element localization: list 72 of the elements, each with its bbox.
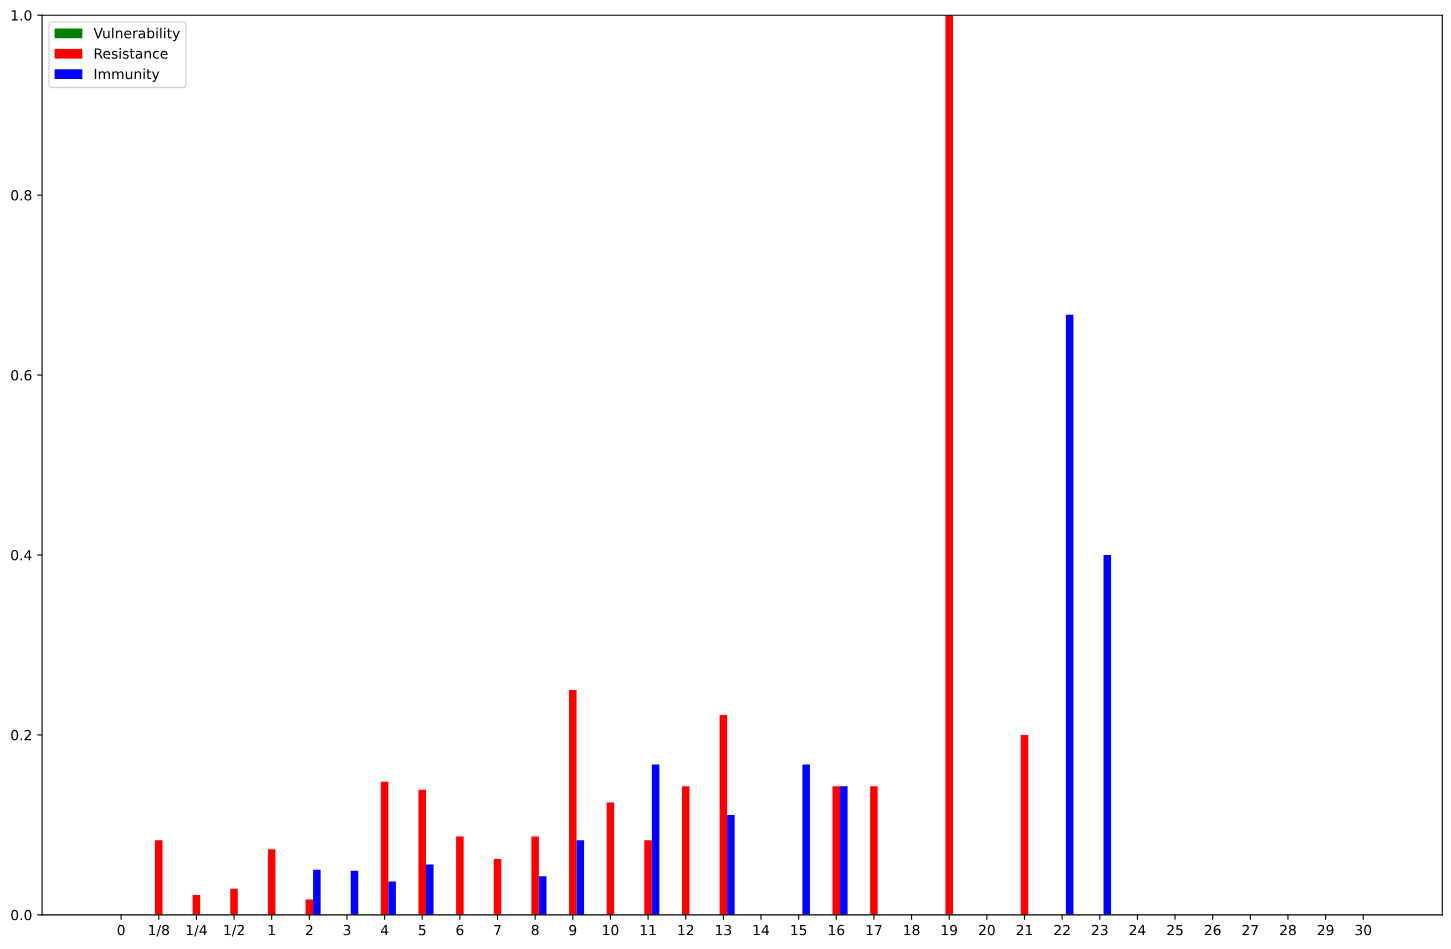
bar <box>1020 734 1029 915</box>
bar <box>1065 314 1074 915</box>
x-tick-label: 1/8 <box>149 924 169 937</box>
bar <box>380 781 389 915</box>
y-tick-label: 0.4 <box>11 549 32 561</box>
y-tick-label: 0.6 <box>11 370 32 381</box>
bar <box>840 786 848 915</box>
x-tick-label: 9 <box>569 924 577 936</box>
bar <box>456 836 464 915</box>
x-tick-label: 4 <box>380 924 389 936</box>
bar <box>870 786 878 915</box>
bar <box>719 715 728 915</box>
y-tick-label: 0.2 <box>11 729 31 741</box>
bar <box>651 764 660 915</box>
bar <box>1103 554 1112 915</box>
x-tick-label: 25 <box>1167 924 1183 936</box>
x-tick-label: 15 <box>791 924 807 936</box>
x-tick-label: 11 <box>640 924 656 936</box>
x-tick-label: 28 <box>1280 924 1296 936</box>
bar <box>230 888 238 915</box>
bar <box>802 764 810 915</box>
bar <box>606 802 615 915</box>
bar <box>313 869 321 915</box>
bar <box>681 786 690 915</box>
bar <box>576 840 585 915</box>
x-tick-label: 6 <box>456 924 464 936</box>
bar <box>531 836 539 915</box>
y-tick-label: 0.0 <box>11 909 32 921</box>
y-tick-label: 0.8 <box>11 190 32 201</box>
x-tick-label: 3 <box>343 924 351 936</box>
x-tick-label: 13 <box>716 924 732 936</box>
x-tick-label: 7 <box>494 924 501 936</box>
bar <box>388 881 396 915</box>
x-tick-label: 24 <box>1129 924 1146 936</box>
bar <box>569 689 577 915</box>
x-tick-label: 21 <box>1016 924 1033 936</box>
bar <box>538 876 547 915</box>
x-tick-label: 23 <box>1091 924 1108 936</box>
bar <box>945 15 953 915</box>
bar <box>350 870 359 915</box>
x-tick-label: 30 <box>1355 924 1372 936</box>
x-tick-label: 18 <box>904 924 920 936</box>
x-tick-label: 26 <box>1204 924 1221 936</box>
x-tick-label: 20 <box>979 924 995 936</box>
x-tick-label: 12 <box>678 924 694 936</box>
bar <box>644 840 652 915</box>
x-tick-label: 2 <box>305 924 313 936</box>
bar <box>493 859 502 915</box>
x-tick-label: 10 <box>603 924 619 936</box>
bar <box>832 786 841 915</box>
legend-label: Immunity <box>94 68 160 82</box>
x-tick-label: 1 <box>268 924 275 936</box>
x-tick-label: 5 <box>418 924 426 936</box>
legend-label: Vulnerability <box>93 27 180 42</box>
bar <box>267 849 276 915</box>
legend-label: Resistance <box>94 48 168 59</box>
x-tick-label: 17 <box>866 924 882 936</box>
x-tick-label: 19 <box>941 924 958 936</box>
x-tick-label: 14 <box>753 924 770 936</box>
bar <box>426 864 434 915</box>
x-tick-label: 16 <box>828 924 845 936</box>
x-tick-label: 1/4 <box>186 924 207 937</box>
x-tick-label: 22 <box>1054 924 1070 936</box>
x-tick-label: 27 <box>1242 924 1258 936</box>
bar <box>727 814 735 915</box>
x-tick-label: 29 <box>1317 924 1334 936</box>
x-tick-label: 1/2 <box>224 924 244 937</box>
bar <box>155 840 163 915</box>
y-tick-label: 1.0 <box>11 10 32 21</box>
x-tick-label: 0 <box>117 924 125 936</box>
x-tick-label: 8 <box>531 924 539 936</box>
bar <box>418 789 427 915</box>
